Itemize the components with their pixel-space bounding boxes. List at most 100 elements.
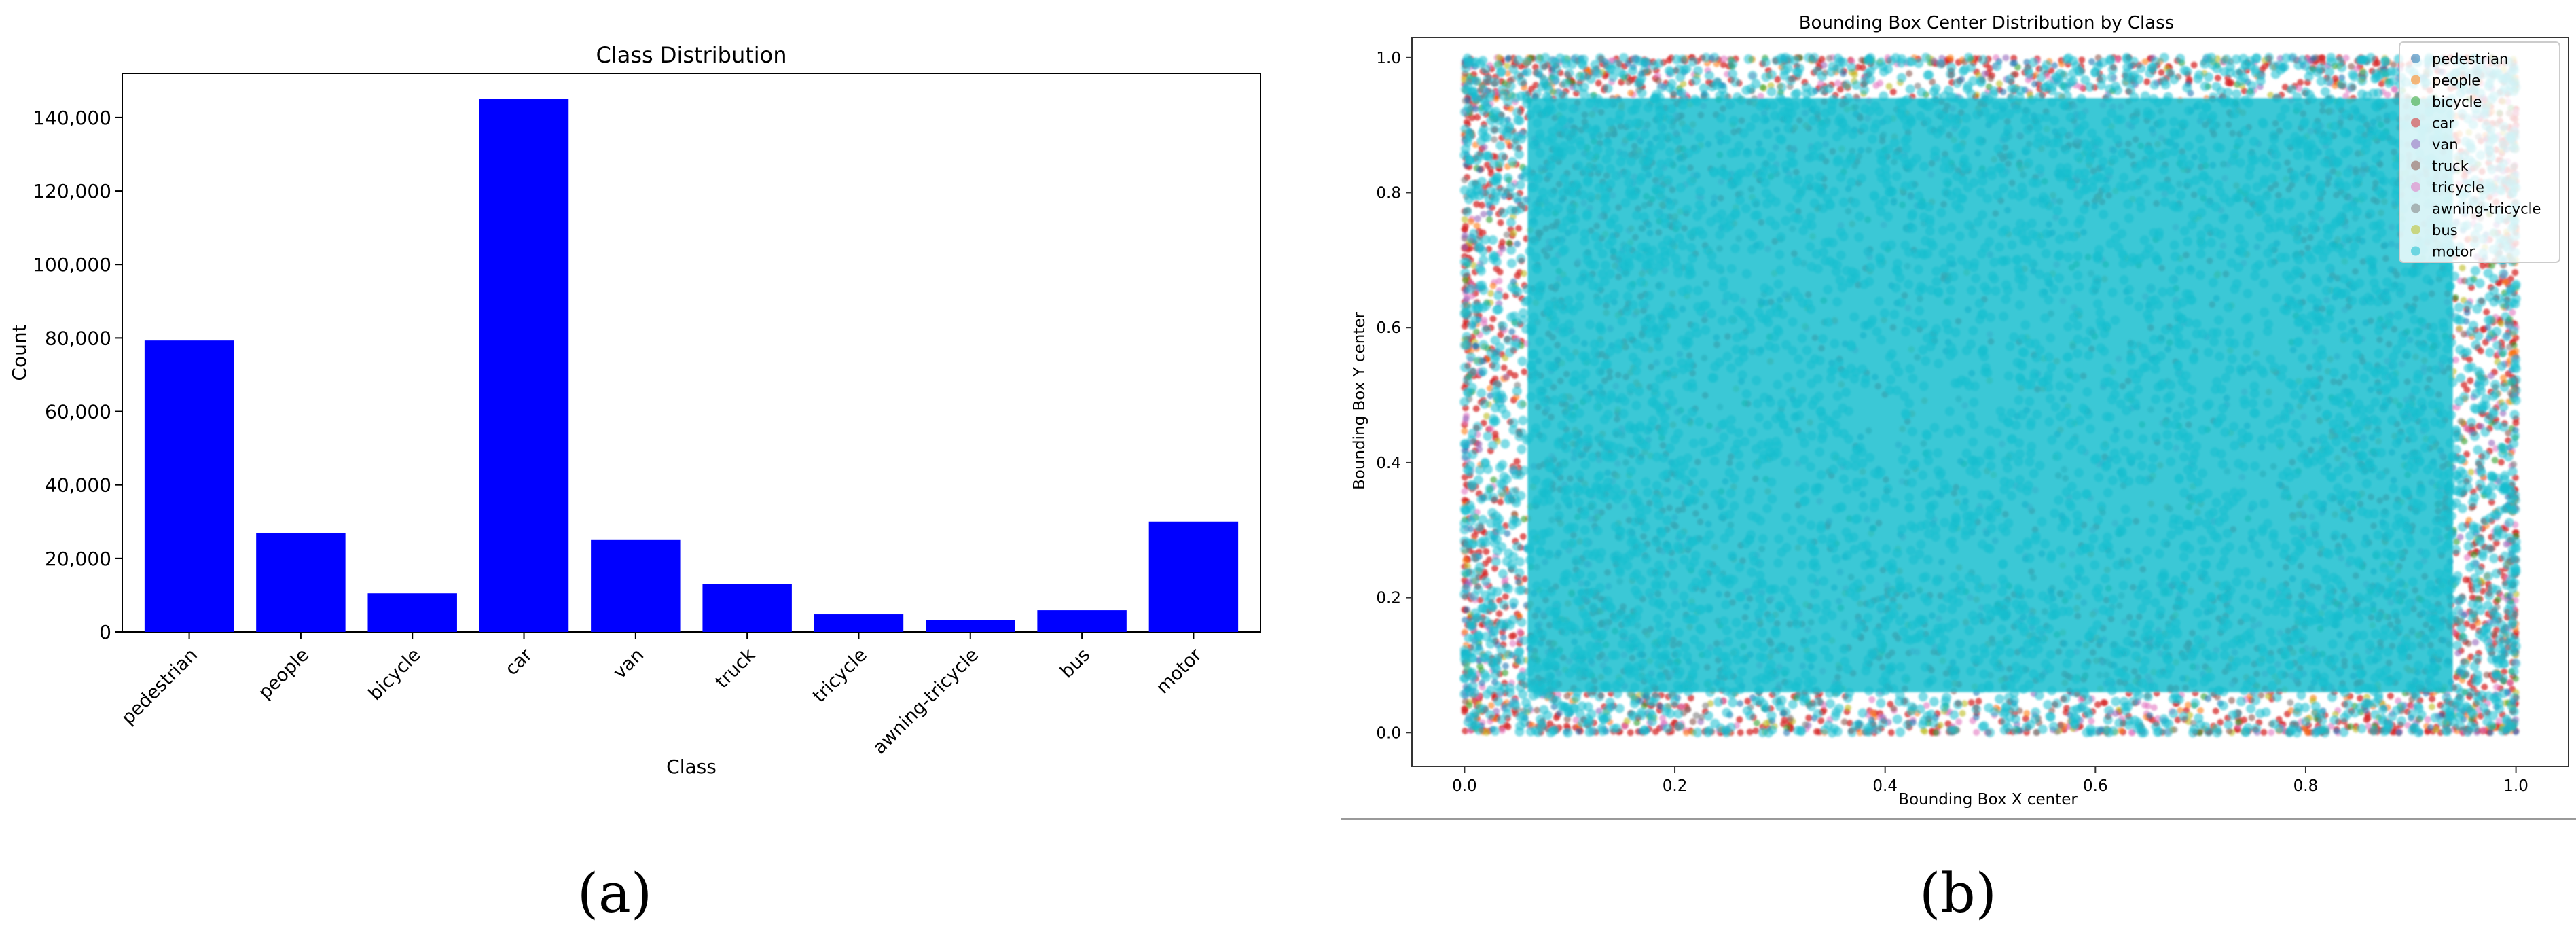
scatter-point <box>2512 675 2519 682</box>
bar-chart-class-distribution: Class Distribution 020,00040,00060,00080… <box>8 42 1261 778</box>
scatter-point <box>2078 56 2086 64</box>
scatter-point <box>1836 86 1844 93</box>
scatter-point <box>2483 308 2490 316</box>
scatter-point <box>1519 533 1527 540</box>
scatter-point <box>1490 476 1498 484</box>
scatter-point <box>2048 67 2055 74</box>
scatter-point <box>2002 54 2010 62</box>
scatter-point <box>2452 356 2459 364</box>
scatter-point <box>1497 331 1504 338</box>
scatter-point <box>1845 704 1851 711</box>
bar-truck <box>702 584 792 632</box>
scatter-point <box>1511 372 1519 379</box>
scatter-point <box>2264 692 2272 700</box>
scatter-point <box>2502 279 2509 285</box>
scatter-point <box>1961 700 1968 707</box>
scatter-point <box>1627 90 1635 97</box>
scatter-point <box>2094 701 2101 708</box>
scatter-point <box>1491 565 1498 572</box>
scatter-point <box>2477 347 2484 355</box>
scatter-point <box>1486 216 1493 224</box>
scatter-point <box>2190 61 2198 69</box>
y-tick-label: 80,000 <box>45 327 111 349</box>
scatter-point <box>1595 79 1602 87</box>
scatter-point <box>2117 727 2124 734</box>
x-tick-label: bus <box>1056 644 1094 682</box>
scatter-point <box>1462 706 1469 713</box>
scatter-point <box>1885 83 1893 90</box>
scatter-point <box>1513 458 1521 465</box>
scatter-point <box>2461 381 2467 389</box>
scatter-point <box>2487 372 2495 380</box>
bar-bicycle <box>367 593 457 632</box>
scatter-point <box>1521 575 1529 582</box>
scatter-point <box>1868 696 1876 703</box>
bar-bus <box>1037 610 1127 632</box>
y-tick-label: 0 <box>99 621 111 643</box>
scatter-point <box>1473 200 1481 208</box>
scatter-point <box>1514 272 1521 279</box>
scatter-point <box>2481 684 2488 690</box>
scatter-point <box>2241 716 2248 724</box>
scatter-point <box>2348 63 2355 70</box>
scatter-point <box>2505 343 2513 351</box>
scatter-point <box>1680 80 1687 88</box>
scatter-point <box>2472 639 2479 646</box>
scatter-point <box>2372 60 2379 67</box>
scatter-point <box>2463 386 2471 393</box>
scatter-point <box>1521 516 1527 523</box>
scatter-point <box>1480 211 1487 218</box>
scatter-point <box>1633 719 1641 726</box>
scatter-point <box>1483 729 1490 736</box>
scatter-point <box>1521 368 1528 376</box>
scatter-point <box>1507 105 1514 112</box>
scatter-point <box>1932 729 1940 737</box>
scatter-point <box>1678 703 1686 710</box>
scatter-point <box>2217 719 2224 726</box>
scatter-point <box>1461 215 1468 223</box>
scatter-point <box>1720 61 1727 69</box>
scatter-point <box>1936 722 1944 729</box>
bar-car <box>479 99 569 632</box>
scatter-point <box>1481 571 1489 578</box>
scatter-point <box>1817 717 1825 724</box>
scatter-point <box>2509 308 2516 316</box>
scatter-point <box>1887 729 1895 737</box>
scatter-point <box>2114 56 2122 63</box>
scatter-point <box>1502 669 1508 677</box>
scatter-point <box>1468 114 1476 122</box>
scatter-point <box>2488 262 2495 269</box>
scatter-point <box>2387 692 2394 700</box>
scatter-point <box>2511 269 2519 277</box>
scatter-point <box>1973 728 1980 736</box>
scatter-point <box>1487 425 1495 432</box>
x-tick-label: motor <box>1153 644 1207 698</box>
scatter-point <box>2224 79 2232 86</box>
bar-chart-title: Class Distribution <box>596 42 786 68</box>
scatter-point <box>2463 450 2470 458</box>
scatter-point <box>2432 726 2439 733</box>
scatter-point <box>1487 289 1495 297</box>
scatter-point <box>1499 238 1506 246</box>
scatter-point <box>1683 729 1690 737</box>
scatter-point <box>2185 701 2192 709</box>
scatter-point <box>2260 728 2268 736</box>
scatter-point <box>2429 695 2436 703</box>
scatter-point <box>1856 729 1864 737</box>
scatter-point <box>1659 715 1667 722</box>
scatter-point <box>1627 729 1634 737</box>
scatter-point <box>2497 320 2505 327</box>
scatter-point <box>1497 498 1504 506</box>
scatter-point <box>1485 556 1493 563</box>
scatter-point <box>2491 457 2499 464</box>
y-tick-label: 120,000 <box>33 180 111 202</box>
scatter-point <box>1834 79 1842 87</box>
scatter-point <box>2452 294 2459 301</box>
scatter-point <box>2023 710 2031 717</box>
y-tick-label: 20,000 <box>45 548 111 570</box>
scatter-point <box>1475 440 1483 448</box>
scatter-point <box>1462 556 1469 564</box>
x-tick-label: tricycle <box>809 644 871 707</box>
scatter-point <box>1489 282 1497 289</box>
scatter-point <box>1462 277 1469 284</box>
